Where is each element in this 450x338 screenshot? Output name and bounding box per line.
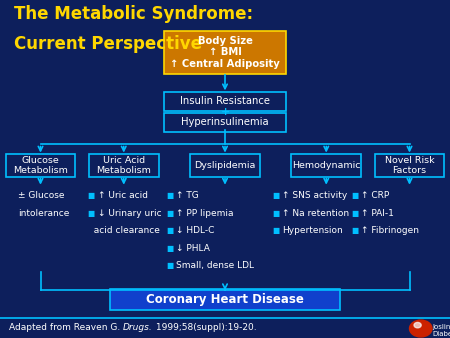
Text: ↓ Urinary uric: ↓ Urinary uric bbox=[98, 209, 161, 218]
Text: Novel Risk
Factors: Novel Risk Factors bbox=[385, 156, 434, 175]
Text: acid clearance: acid clearance bbox=[88, 226, 160, 235]
Text: ↑ Uric acid: ↑ Uric acid bbox=[98, 191, 148, 200]
FancyBboxPatch shape bbox=[110, 289, 340, 310]
Text: ↓ PHLA: ↓ PHLA bbox=[176, 244, 210, 253]
Text: Current Perspective: Current Perspective bbox=[14, 35, 202, 53]
Text: ■: ■ bbox=[166, 191, 174, 200]
Text: ■: ■ bbox=[88, 191, 95, 200]
Text: ■: ■ bbox=[166, 209, 174, 218]
Text: ↑ Fibrinogen: ↑ Fibrinogen bbox=[361, 226, 419, 235]
Text: ↓ HDL-C: ↓ HDL-C bbox=[176, 226, 215, 235]
Text: ■: ■ bbox=[272, 191, 279, 200]
FancyBboxPatch shape bbox=[292, 154, 361, 177]
Text: 1999;58(suppl):19-20.: 1999;58(suppl):19-20. bbox=[153, 323, 256, 332]
Text: Drugs.: Drugs. bbox=[123, 323, 153, 332]
FancyBboxPatch shape bbox=[374, 154, 445, 177]
Text: ↑ Na retention: ↑ Na retention bbox=[282, 209, 349, 218]
Text: The Metabolic Syndrome:: The Metabolic Syndrome: bbox=[14, 5, 252, 23]
Text: ■: ■ bbox=[166, 226, 174, 235]
FancyBboxPatch shape bbox=[164, 31, 286, 74]
FancyBboxPatch shape bbox=[89, 154, 159, 177]
FancyBboxPatch shape bbox=[5, 154, 76, 177]
Text: Body Size
↑ BMI
↑ Central Adiposity: Body Size ↑ BMI ↑ Central Adiposity bbox=[170, 36, 280, 69]
Text: ■: ■ bbox=[351, 209, 358, 218]
Text: ■: ■ bbox=[272, 209, 279, 218]
Text: +: + bbox=[220, 107, 230, 117]
Text: ■: ■ bbox=[88, 209, 95, 218]
FancyBboxPatch shape bbox=[164, 113, 286, 132]
Text: ■: ■ bbox=[351, 191, 358, 200]
Text: Hypertension: Hypertension bbox=[282, 226, 343, 235]
Text: Glucose
Metabolism: Glucose Metabolism bbox=[13, 156, 68, 175]
Text: Uric Acid
Metabolism: Uric Acid Metabolism bbox=[96, 156, 151, 175]
Text: ↑ SNS activity: ↑ SNS activity bbox=[282, 191, 347, 200]
Text: Insulin Resistance: Insulin Resistance bbox=[180, 96, 270, 106]
Text: ↑ TG: ↑ TG bbox=[176, 191, 199, 200]
Text: ■: ■ bbox=[166, 261, 174, 270]
Circle shape bbox=[410, 320, 432, 337]
Text: ↑ PAI-1: ↑ PAI-1 bbox=[361, 209, 394, 218]
Text: Adapted from Reaven G.: Adapted from Reaven G. bbox=[9, 323, 123, 332]
Text: ± Glucose: ± Glucose bbox=[18, 191, 64, 200]
FancyBboxPatch shape bbox=[164, 92, 286, 111]
Text: ■: ■ bbox=[166, 244, 174, 253]
Text: Coronary Heart Disease: Coronary Heart Disease bbox=[146, 293, 304, 306]
Text: Small, dense LDL: Small, dense LDL bbox=[176, 261, 254, 270]
Circle shape bbox=[414, 322, 421, 328]
FancyBboxPatch shape bbox=[190, 154, 260, 177]
Text: intolerance: intolerance bbox=[18, 209, 69, 218]
Text: ■: ■ bbox=[351, 226, 358, 235]
Text: Hemodynamic: Hemodynamic bbox=[292, 161, 360, 170]
Text: ■: ■ bbox=[272, 226, 279, 235]
Text: Hyperinsulinemia: Hyperinsulinemia bbox=[181, 117, 269, 127]
Text: Dyslipidemia: Dyslipidemia bbox=[194, 161, 256, 170]
Text: ↑ PP lipemia: ↑ PP lipemia bbox=[176, 209, 234, 218]
Text: Joslin
Diabetes
Center: Joslin Diabetes Center bbox=[432, 324, 450, 338]
Text: ↑ CRP: ↑ CRP bbox=[361, 191, 389, 200]
